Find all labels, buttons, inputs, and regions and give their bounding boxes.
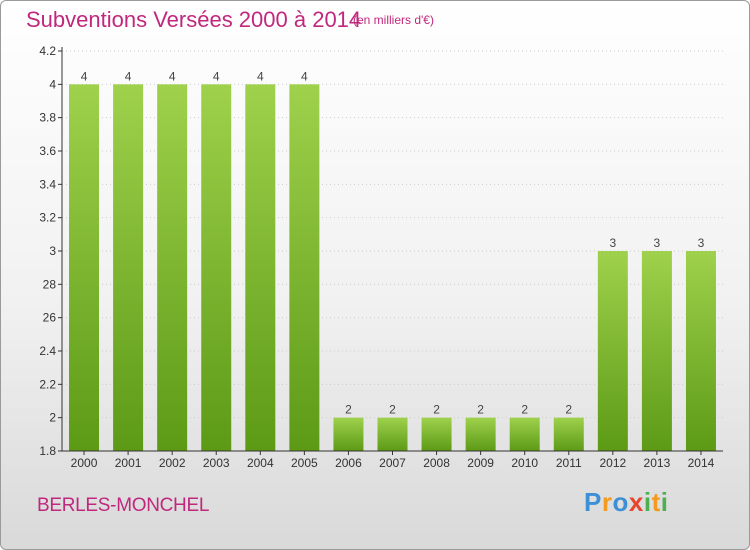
data-label: 4 bbox=[213, 69, 220, 83]
data-label: 2 bbox=[345, 403, 352, 417]
data-label: 4 bbox=[169, 69, 176, 83]
data-label: 4 bbox=[257, 69, 264, 83]
unit-note: (en milliers d'€) bbox=[353, 13, 434, 27]
data-label: 3 bbox=[698, 236, 705, 250]
bar bbox=[113, 84, 144, 451]
bar bbox=[509, 417, 540, 451]
y-tick-label: 2 bbox=[49, 411, 56, 425]
commune-name: BERLES-MONCHEL bbox=[37, 495, 210, 516]
data-label: 2 bbox=[389, 403, 396, 417]
y-tick-label: 3.2 bbox=[39, 211, 56, 225]
data-label: 2 bbox=[477, 403, 484, 417]
data-label: 4 bbox=[125, 69, 132, 83]
x-tick-label: 2010 bbox=[511, 456, 538, 470]
bars bbox=[69, 84, 716, 451]
proxiti-logo: Proxiti bbox=[584, 487, 669, 517]
bar bbox=[377, 417, 408, 451]
x-tick-label: 2013 bbox=[644, 456, 671, 470]
bar bbox=[421, 417, 452, 451]
y-tick-label: 2.4 bbox=[39, 344, 56, 358]
y-tick-label: 3.8 bbox=[39, 111, 56, 125]
y-tick-label: 3.4 bbox=[39, 177, 56, 191]
data-label: 2 bbox=[521, 403, 528, 417]
data-label: 4 bbox=[81, 69, 88, 83]
x-tick-label: 2000 bbox=[71, 456, 98, 470]
y-tick-label: 4.2 bbox=[39, 44, 56, 58]
bar bbox=[157, 84, 188, 451]
bar bbox=[597, 251, 628, 451]
x-tick-label: 2012 bbox=[599, 456, 626, 470]
x-tick-label: 2005 bbox=[291, 456, 318, 470]
x-tick-label: 2003 bbox=[203, 456, 230, 470]
x-tick-label: 2011 bbox=[556, 456, 582, 470]
x-tick-label: 2007 bbox=[379, 456, 406, 470]
axes: 1.8 2 2.2 2.4 26 28 3 3.2 3.4 3.6 3.8 4 4.2 2000 2001 2… bbox=[39, 44, 723, 470]
x-tick-label: 2006 bbox=[335, 456, 362, 470]
bar bbox=[641, 251, 672, 451]
data-label: 4 bbox=[301, 69, 308, 83]
bar bbox=[289, 84, 320, 451]
bar bbox=[685, 251, 716, 451]
data-label: 2 bbox=[433, 403, 440, 417]
bar bbox=[333, 417, 364, 451]
x-tick-label: 2004 bbox=[247, 456, 274, 470]
data-labels: 4 4 4 4 4 4 2 2 2 2 2 2 3 3 3 bbox=[81, 69, 705, 416]
x-tick-label: 2008 bbox=[423, 456, 450, 470]
y-tick-label: 1.8 bbox=[39, 444, 56, 458]
y-tick-label: 2.2 bbox=[39, 377, 56, 391]
bar bbox=[69, 84, 100, 451]
data-label: 2 bbox=[565, 403, 572, 417]
y-tick-label: 3.6 bbox=[39, 144, 56, 158]
x-tick-label: 2009 bbox=[467, 456, 494, 470]
bar bbox=[465, 417, 496, 451]
bar bbox=[245, 84, 276, 451]
chart-title: Subventions Versées 2000 à 2014 bbox=[26, 7, 362, 32]
y-tick-label: 4 bbox=[49, 77, 56, 91]
data-label: 3 bbox=[654, 236, 661, 250]
y-tick-label: 26 bbox=[43, 311, 57, 325]
y-tick-label: 3 bbox=[49, 244, 56, 258]
x-tick-label: 2001 bbox=[115, 456, 142, 470]
bar bbox=[553, 417, 584, 451]
bar bbox=[201, 84, 232, 451]
x-tick-label: 2002 bbox=[159, 456, 186, 470]
data-label: 3 bbox=[609, 236, 616, 250]
y-tick-label: 28 bbox=[43, 277, 57, 291]
x-tick-label: 2014 bbox=[688, 456, 715, 470]
